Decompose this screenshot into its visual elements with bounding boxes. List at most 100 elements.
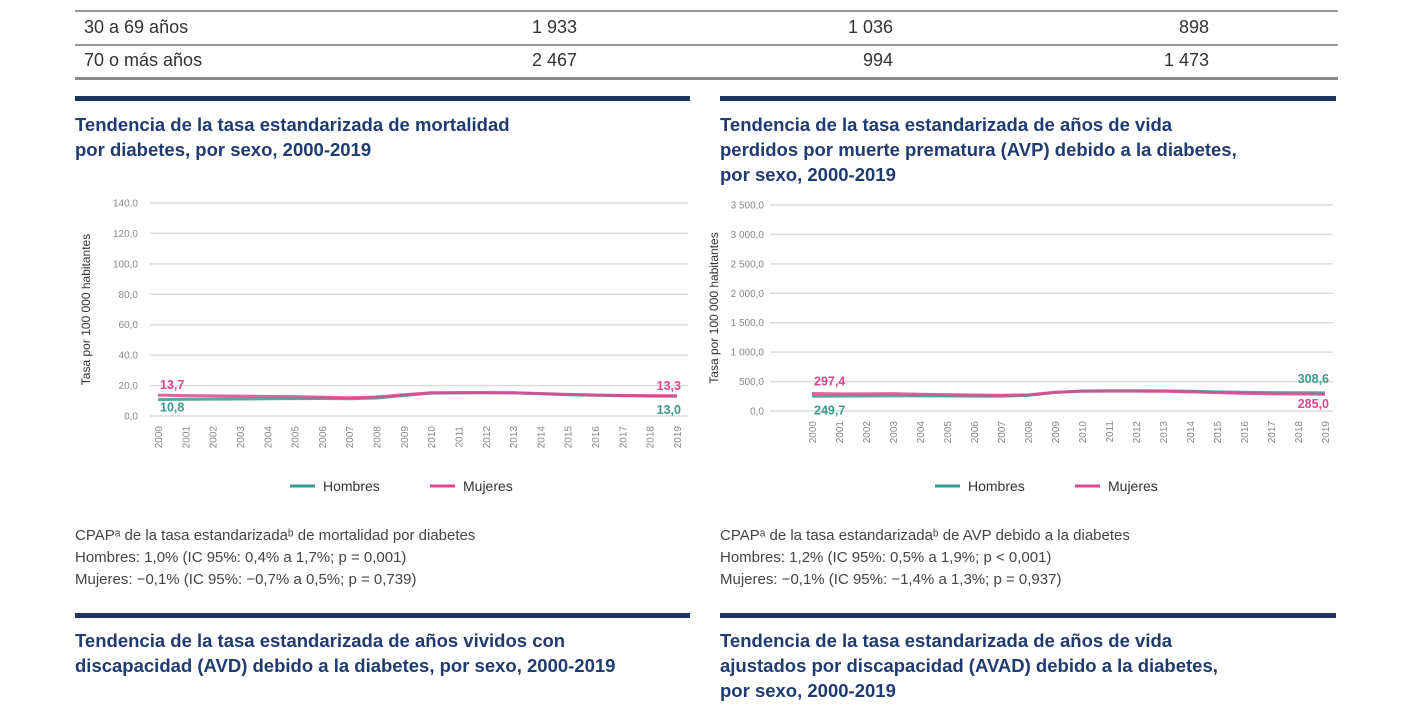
data-label: 249,7 — [814, 403, 845, 417]
data-label: 297,4 — [814, 374, 845, 388]
section-bar — [720, 96, 1336, 101]
table-cell: 1 473 — [1163, 50, 1209, 70]
y-tick-label: 100,0 — [113, 259, 138, 270]
y-tick-label: 20,0 — [119, 381, 139, 392]
x-tick-label: 2009 — [1051, 421, 1062, 444]
y-tick-label: 1 500,0 — [731, 318, 765, 329]
series-line-mujeres — [157, 391, 678, 400]
note-line: Mujeres: −0,1% (IC 95%: −0,7% a 0,5%; p … — [75, 571, 417, 588]
note-line: Hombres: 1,2% (IC 95%: 0,5% a 1,9%; p < … — [720, 549, 1052, 566]
table-rule — [75, 77, 1338, 80]
x-tick-label: 2003 — [889, 421, 900, 444]
section-bar — [75, 613, 690, 618]
x-tick-label: 2019 — [673, 426, 684, 449]
x-tick-label: 2005 — [291, 426, 302, 449]
table-row-label: 70 o más años — [84, 50, 203, 70]
y-tick-label: 3 500,0 — [731, 201, 765, 212]
x-tick-label: 2011 — [1105, 421, 1116, 443]
y-tick-label: 2 000,0 — [731, 289, 765, 300]
data-label: 10,8 — [160, 401, 184, 415]
chart-title: Tendencia de la tasa estandarizada de añ… — [720, 112, 1237, 187]
x-tick-label: 2007 — [997, 421, 1008, 444]
note-line: Hombres: 1,0% (IC 95%: 0,4% a 1,7%; p = … — [75, 549, 407, 566]
y-tick-label: 2 500,0 — [731, 259, 765, 270]
x-tick-label: 2010 — [427, 426, 438, 449]
x-tick-label: 2001 — [181, 426, 192, 449]
series-line-mujeres — [811, 389, 1326, 397]
x-tick-label: 2000 — [808, 421, 819, 444]
x-tick-label: 2004 — [263, 426, 274, 449]
x-tick-label: 2017 — [618, 426, 629, 449]
x-tick-label: 2003 — [236, 426, 247, 449]
data-label: 13,7 — [160, 378, 184, 392]
x-tick-label: 2018 — [646, 426, 657, 449]
x-tick-label: 2001 — [835, 421, 846, 444]
table-rule — [75, 10, 1338, 12]
chart-notes: CPAPᵃ de la tasa estandarizadaᵇ de morta… — [75, 525, 475, 591]
x-tick-label: 2010 — [1078, 421, 1089, 444]
y-tick-label: 0,0 — [750, 407, 764, 418]
x-tick-label: 2005 — [943, 421, 954, 444]
data-label: 285,0 — [1298, 397, 1329, 411]
title-line: Tendencia de la tasa estandarizada de añ… — [720, 114, 1173, 135]
chart-title: Tendencia de la tasa estandarizada de añ… — [75, 628, 615, 678]
x-tick-label: 2015 — [564, 426, 575, 449]
x-tick-label: 2013 — [509, 426, 520, 449]
title-line: discapacidad (AVD) debido a la diabetes,… — [75, 655, 616, 676]
y-tick-label: 120,0 — [113, 229, 138, 240]
x-tick-label: 2016 — [1240, 421, 1251, 444]
data-label: 13,0 — [657, 403, 681, 417]
legend-label: Hombres — [323, 478, 380, 494]
y-tick-label: 3 000,0 — [731, 230, 765, 241]
x-tick-label: 2013 — [1159, 421, 1170, 444]
legend-label: Mujeres — [1108, 478, 1158, 494]
chart-title: Tendencia de la tasa estandarizada de mo… — [75, 112, 510, 162]
chart-notes: CPAPᵃ de la tasa estandarizadaᵇ de AVP d… — [720, 525, 1130, 591]
x-tick-label: 2012 — [1132, 421, 1143, 444]
x-tick-label: 2015 — [1213, 421, 1224, 444]
x-tick-label: 2008 — [373, 426, 384, 449]
x-tick-label: 2002 — [862, 421, 873, 444]
title-line: por diabetes, por sexo, 2000-2019 — [75, 139, 372, 160]
mortality-line-chart: 0,0 20,0 40,0 60,0 80,0 100,0 120,0 140,0 Tasa p… — [79, 199, 688, 494]
avp-line-chart: 0,0 500,0 1 000,0 1 500,0 2 000,0 2 500,0 3 00… — [707, 201, 1333, 494]
note-line: CPAPᵃ de la tasa estandarizadaᵇ de AVP d… — [720, 527, 1130, 544]
chart-title: Tendencia de la tasa estandarizada de añ… — [720, 628, 1218, 703]
table-cell: 1 036 — [847, 17, 893, 37]
x-tick-label: 2014 — [536, 426, 547, 449]
section-bar — [720, 613, 1336, 618]
x-tick-label: 2004 — [916, 421, 927, 444]
note-line: CPAPᵃ de la tasa estandarizadaᵇ de morta… — [75, 527, 476, 544]
y-tick-label: 80,0 — [119, 290, 139, 301]
x-tick-label: 2008 — [1024, 421, 1035, 444]
x-tick-label: 2000 — [154, 426, 165, 449]
y-axis-label: Tasa por 100 000 habitantes — [79, 234, 93, 385]
table-cell: 898 — [1178, 17, 1209, 37]
x-tick-label: 2002 — [209, 426, 220, 449]
table-cell: 1 933 — [531, 17, 577, 37]
x-tick-label: 2017 — [1267, 421, 1278, 444]
x-tick-label: 2006 — [318, 426, 329, 449]
x-tick-label: 2018 — [1294, 421, 1305, 444]
y-tick-label: 500,0 — [739, 377, 764, 388]
data-label: 13,3 — [657, 379, 681, 393]
title-line: por sexo, 2000-2019 — [720, 164, 896, 185]
table-row-label: 30 a 69 años — [84, 17, 189, 37]
title-line: por sexo, 2000-2019 — [720, 680, 896, 701]
y-tick-label: 1 000,0 — [731, 348, 765, 359]
y-tick-label: 0,0 — [124, 412, 138, 423]
title-line: Tendencia de la tasa estandarizada de añ… — [75, 630, 566, 651]
title-line: Tendencia de la tasa estandarizada de añ… — [720, 630, 1173, 651]
title-line: perdidos por muerte prematura (AVP) debi… — [720, 139, 1237, 160]
x-tick-label: 2014 — [1186, 421, 1197, 444]
title-line: ajustados por discapacidad (AVAD) debido… — [720, 655, 1218, 676]
y-axis-label: Tasa por 100 000 habitantes — [707, 232, 721, 383]
x-tick-label: 2012 — [482, 426, 493, 449]
section-bar — [75, 96, 690, 101]
x-tick-label: 2019 — [1321, 421, 1332, 444]
y-tick-label: 40,0 — [119, 351, 139, 362]
y-tick-label: 60,0 — [119, 320, 139, 331]
table-rule — [75, 44, 1338, 46]
note-line: Mujeres: −0,1% (IC 95%: −1,4% a 1,3%; p … — [720, 571, 1062, 588]
legend-label: Hombres — [968, 478, 1025, 494]
